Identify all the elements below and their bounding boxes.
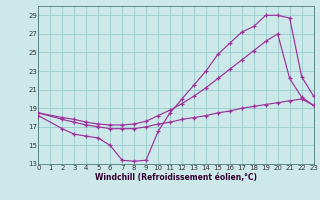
X-axis label: Windchill (Refroidissement éolien,°C): Windchill (Refroidissement éolien,°C)	[95, 173, 257, 182]
